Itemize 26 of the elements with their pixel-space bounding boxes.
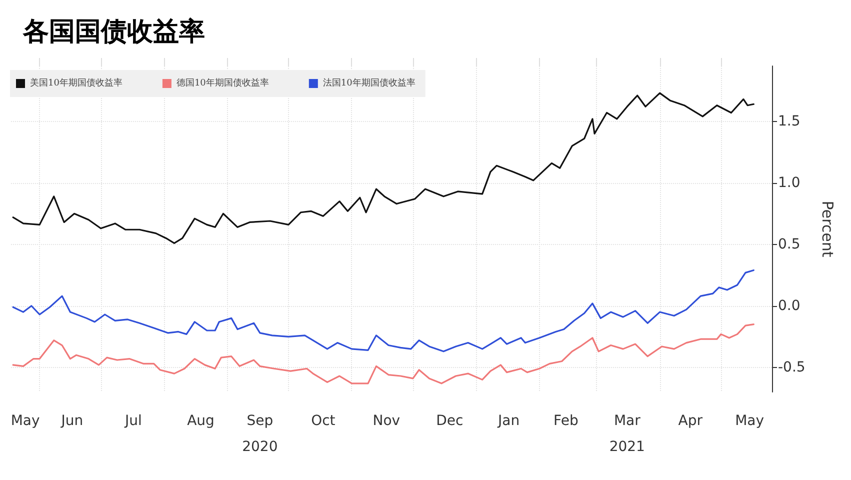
x-tick-label: Oct	[311, 413, 336, 429]
x-tick-label: May	[735, 413, 764, 429]
x-tick-label: Sep 2020	[242, 413, 278, 455]
y-tick-label: -0.5	[778, 359, 806, 376]
x-tick-label: Dec	[436, 413, 464, 429]
x-tick-label: Jun	[60, 413, 84, 429]
chart-title: 各国国债收益率	[22, 17, 205, 47]
x-tick-label: Apr	[678, 413, 703, 429]
y-tick-label: 1.5	[778, 113, 800, 130]
x-tick-label: Feb	[554, 413, 578, 429]
legend-label: 法国10年期国债收益率	[322, 78, 416, 88]
x-tick-label: Mar 2021	[609, 413, 645, 455]
y-tick-label: 1.0	[778, 174, 800, 191]
y-tick-label: 0.5	[778, 236, 800, 252]
x-tick-label: May	[10, 413, 40, 429]
line-series	[12, 324, 754, 384]
y-tick-label: 0.0	[778, 298, 800, 314]
line-series	[12, 269, 754, 352]
legend-label: 德国10年期国债收益率	[176, 78, 269, 88]
x-tick-label: Jul	[124, 413, 142, 429]
x-tick-label: Nov	[372, 413, 400, 429]
x-tick-label: Aug	[187, 413, 214, 429]
y-axis-title: Percent	[818, 200, 836, 258]
line-series	[12, 92, 754, 244]
legend-label: 美国10年期国债收益率	[30, 78, 122, 88]
x-tick-label: Jan	[497, 413, 520, 429]
